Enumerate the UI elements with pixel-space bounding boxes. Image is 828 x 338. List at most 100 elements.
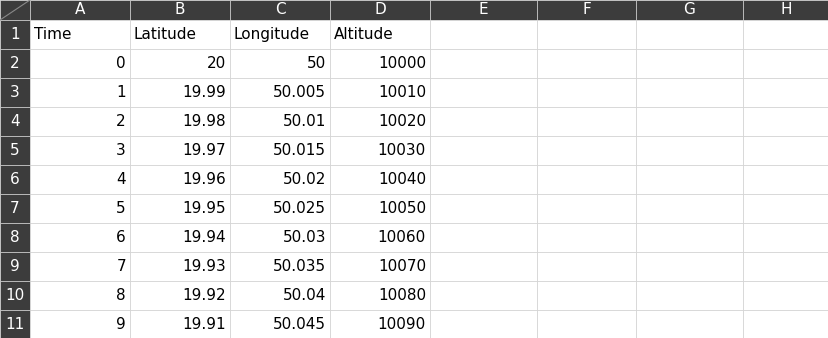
Bar	[130, 136, 229, 165]
Bar	[30, 194, 130, 223]
Bar	[537, 310, 635, 338]
Text: 50.025: 50.025	[272, 201, 325, 216]
Bar	[537, 20, 635, 49]
Bar	[0, 20, 30, 49]
Bar	[430, 281, 537, 310]
Text: H: H	[779, 2, 791, 18]
Bar	[635, 165, 742, 194]
Text: 10: 10	[5, 288, 25, 303]
Bar	[130, 252, 229, 281]
Bar	[130, 165, 229, 194]
Text: 10080: 10080	[378, 288, 426, 303]
Bar	[0, 165, 30, 194]
Bar	[0, 136, 30, 165]
Bar	[635, 78, 742, 107]
Bar	[0, 310, 30, 338]
Bar	[30, 223, 130, 252]
Text: 50.005: 50.005	[272, 85, 325, 100]
Bar	[430, 107, 537, 136]
Text: 50.04: 50.04	[282, 288, 325, 303]
Bar	[0, 281, 30, 310]
Text: E: E	[478, 2, 488, 18]
Bar	[330, 310, 430, 338]
Bar	[635, 0, 742, 20]
Bar	[430, 252, 537, 281]
Bar	[30, 281, 130, 310]
Text: 10040: 10040	[378, 172, 426, 187]
Bar	[130, 310, 229, 338]
Bar	[330, 223, 430, 252]
Text: 11: 11	[5, 317, 25, 332]
Text: 0: 0	[116, 56, 126, 71]
Text: 7: 7	[10, 201, 20, 216]
Bar	[635, 223, 742, 252]
Bar	[742, 281, 828, 310]
Text: 10010: 10010	[378, 85, 426, 100]
Bar	[229, 165, 330, 194]
Text: 3: 3	[116, 143, 126, 158]
Bar	[430, 20, 537, 49]
Bar	[0, 107, 30, 136]
Text: Latitude: Latitude	[134, 27, 197, 42]
Bar	[0, 0, 30, 20]
Bar	[330, 281, 430, 310]
Text: F: F	[581, 2, 590, 18]
Text: 19.93: 19.93	[182, 259, 226, 274]
Bar	[330, 194, 430, 223]
Bar	[537, 107, 635, 136]
Text: 19.95: 19.95	[182, 201, 226, 216]
Bar	[229, 0, 330, 20]
Bar	[229, 281, 330, 310]
Text: D: D	[373, 2, 385, 18]
Text: 8: 8	[10, 230, 20, 245]
Bar	[430, 78, 537, 107]
Bar	[229, 310, 330, 338]
Text: Altitude: Altitude	[334, 27, 393, 42]
Text: 50.02: 50.02	[282, 172, 325, 187]
Bar	[537, 194, 635, 223]
Bar	[430, 0, 537, 20]
Bar	[130, 194, 229, 223]
Text: 10060: 10060	[378, 230, 426, 245]
Bar	[742, 49, 828, 78]
Text: 50.045: 50.045	[272, 317, 325, 332]
Bar	[130, 281, 229, 310]
Bar	[635, 252, 742, 281]
Bar	[742, 78, 828, 107]
Bar	[30, 310, 130, 338]
Bar	[229, 107, 330, 136]
Bar	[430, 310, 537, 338]
Text: 1: 1	[10, 27, 20, 42]
Bar	[130, 49, 229, 78]
Text: Time: Time	[34, 27, 71, 42]
Bar	[635, 107, 742, 136]
Bar	[430, 194, 537, 223]
Text: 10020: 10020	[378, 114, 426, 129]
Text: 9: 9	[116, 317, 126, 332]
Bar	[229, 252, 330, 281]
Bar	[130, 107, 229, 136]
Text: 2: 2	[10, 56, 20, 71]
Bar	[430, 136, 537, 165]
Text: 4: 4	[116, 172, 126, 187]
Text: 6: 6	[116, 230, 126, 245]
Bar	[635, 136, 742, 165]
Text: 50.01: 50.01	[282, 114, 325, 129]
Bar	[537, 281, 635, 310]
Bar	[130, 223, 229, 252]
Bar	[229, 136, 330, 165]
Bar	[30, 136, 130, 165]
Bar	[537, 165, 635, 194]
Bar	[430, 223, 537, 252]
Bar	[537, 0, 635, 20]
Bar	[30, 0, 130, 20]
Bar	[229, 49, 330, 78]
Bar	[537, 136, 635, 165]
Bar	[330, 78, 430, 107]
Bar	[30, 252, 130, 281]
Text: 10070: 10070	[378, 259, 426, 274]
Text: 50.015: 50.015	[272, 143, 325, 158]
Bar	[30, 20, 130, 49]
Bar	[635, 49, 742, 78]
Bar	[537, 252, 635, 281]
